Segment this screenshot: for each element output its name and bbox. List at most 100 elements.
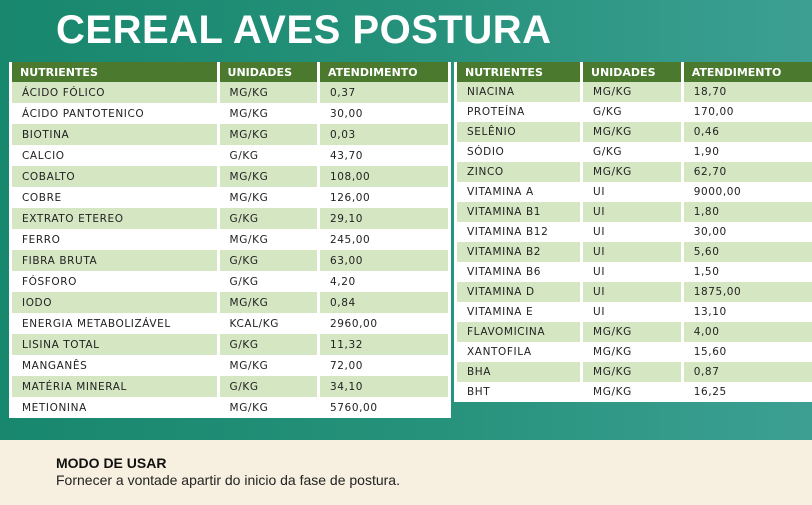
table-cell: 29,10 [320,208,448,229]
table-cell: MG/KG [583,322,681,342]
table-cell: MG/KG [583,362,681,382]
table-cell: MATÉRIA MINERAL [12,376,217,397]
table-cell: 63,00 [320,250,448,271]
table-cell: MG/KG [583,122,681,142]
table-cell: FERRO [22,233,61,246]
table-cell: MG/KG [219,124,317,145]
nutrient-table: NUTRIENTES UNIDADES ATENDIMENTO ÁCIDO FÓLIC… [9,62,451,418]
table-row: VITAMINA E UI 13,10 [457,302,812,322]
column-header: NUTRIENTES [457,62,581,82]
table-cell: MG/KG [229,401,269,414]
table-cell: FLAVOMICINA [457,322,581,342]
title: CEREAL AVES POSTURA [56,8,552,52]
table-cell: BHT [467,386,491,398]
table-cell: MG/KG [583,162,681,182]
table-cell: 11,32 [320,334,448,355]
column-header: UNIDADES [583,62,681,82]
column-header: NUTRIENTES [12,62,217,82]
table-cell: VITAMINA B6 [467,266,542,278]
table-cell: 2960,00 [330,317,378,330]
table-cell: UI [583,242,681,262]
table-cell: G/KG [219,334,317,355]
table-row: ENERGIA METABOLIZÁVEL KCAL/KG 2960,00 [12,313,448,334]
usage-title: MODO DE USAR [56,455,167,471]
table-row: ÁCIDO FÓLICO MG/KG 0,37 [12,82,448,103]
table-cell: MG/KG [593,346,632,358]
table-cell: BIOTINA [12,124,217,145]
column-header: ATENDIMENTO [320,62,448,82]
table-cell: UI [583,282,681,302]
table-cell: FIBRA BRUTA [12,250,217,271]
table-cell: EXTRATO ETEREO [12,208,217,229]
table-cell: G/KG [219,250,317,271]
table-row: IODO MG/KG 0,84 [12,292,448,313]
table-cell: CALCIO [22,149,65,162]
table-row: VITAMINA B1 UI 1,80 [457,202,812,222]
table-row: SÓDIO G/KG 1,90 [457,142,812,162]
table-cell: MG/KG [219,82,317,103]
table-cell: 72,00 [330,359,364,372]
table-row: FIBRA BRUTA G/KG 63,00 [12,250,448,271]
table-row: VITAMINA D UI 1875,00 [457,282,812,302]
table-cell: VITAMINA B2 [457,242,581,262]
table-cell: 0,46 [683,122,812,142]
table-cell: ENERGIA METABOLIZÁVEL [22,317,171,330]
table-cell: ZINCO [457,162,581,182]
table-cell: UI [593,186,606,198]
table-cell: 1,50 [693,266,720,278]
table-cell: 30,00 [330,107,364,120]
nutrient-table: NUTRIENTES UNIDADES ATENDIMENTO NIACINA MG/K… [454,62,812,402]
table-cell: UI [593,266,606,278]
table-cell: FÓSFORO [22,275,78,288]
table-cell: 170,00 [693,106,735,118]
table-cell: MG/KG [229,107,269,120]
table-row: XANTOFILA MG/KG 15,60 [457,342,812,362]
table-cell: 0,87 [683,362,812,382]
table-cell: 15,60 [693,346,727,358]
table-cell: G/KG [593,146,623,158]
table-row: VITAMINA A UI 9000,00 [457,182,812,202]
table-cell: VITAMINA D [457,282,581,302]
table-cell: KCAL/KG [229,317,279,330]
table-cell: 9000,00 [693,186,742,198]
table-row: METIONINA MG/KG 5760,00 [12,397,448,418]
table-cell: UI [583,202,681,222]
table-cell: MG/KG [229,191,269,204]
usage-text: Fornecer a vontade apartir do inicio da … [56,472,400,488]
table-cell: MG/KG [229,359,269,372]
table-cell: 0,37 [320,82,448,103]
table-cell: MG/KG [219,166,317,187]
table-cell: 30,00 [693,226,727,238]
table-cell: 1,90 [693,146,720,158]
table-row: PROTEÍNA G/KG 170,00 [457,102,812,122]
table-row: COBRE MG/KG 126,00 [12,187,448,208]
table-cell: PROTEÍNA [467,106,525,118]
table-cell: 13,10 [693,306,727,318]
table-row: MANGANÊS MG/KG 72,00 [12,355,448,376]
table-cell: 18,70 [683,82,812,102]
table-cell: 4,00 [683,322,812,342]
table-cell: NIACINA [457,82,581,102]
table-row: FERRO MG/KG 245,00 [12,229,448,250]
table-cell: 5,60 [683,242,812,262]
table-row: BIOTINA MG/KG 0,03 [12,124,448,145]
table-cell: 1875,00 [683,282,812,302]
table-cell: 126,00 [330,191,371,204]
column-header: ATENDIMENTO [683,62,812,82]
table-cell: COBRE [22,191,62,204]
table-row: VITAMINA B12 UI 30,00 [457,222,812,242]
usage-section: MODO DE USAR Fornecer a vontade apartir … [56,455,400,488]
table-cell: LISINA TOTAL [12,334,217,355]
table-cell: SÓDIO [467,146,505,158]
table-cell: 245,00 [330,233,371,246]
table-cell: 43,70 [330,149,364,162]
table-cell: UI [593,226,606,238]
table-cell: 108,00 [320,166,448,187]
table-cell: ÁCIDO PANTOTENICO [22,107,145,120]
table-row: VITAMINA B2 UI 5,60 [457,242,812,262]
table-cell: 5760,00 [330,401,378,414]
table-row: VITAMINA B6 UI 1,50 [457,262,812,282]
header-row: NUTRIENTES UNIDADES ATENDIMENTO [12,62,448,82]
table-cell: VITAMINA B1 [457,202,581,222]
table-cell: 0,84 [320,292,448,313]
